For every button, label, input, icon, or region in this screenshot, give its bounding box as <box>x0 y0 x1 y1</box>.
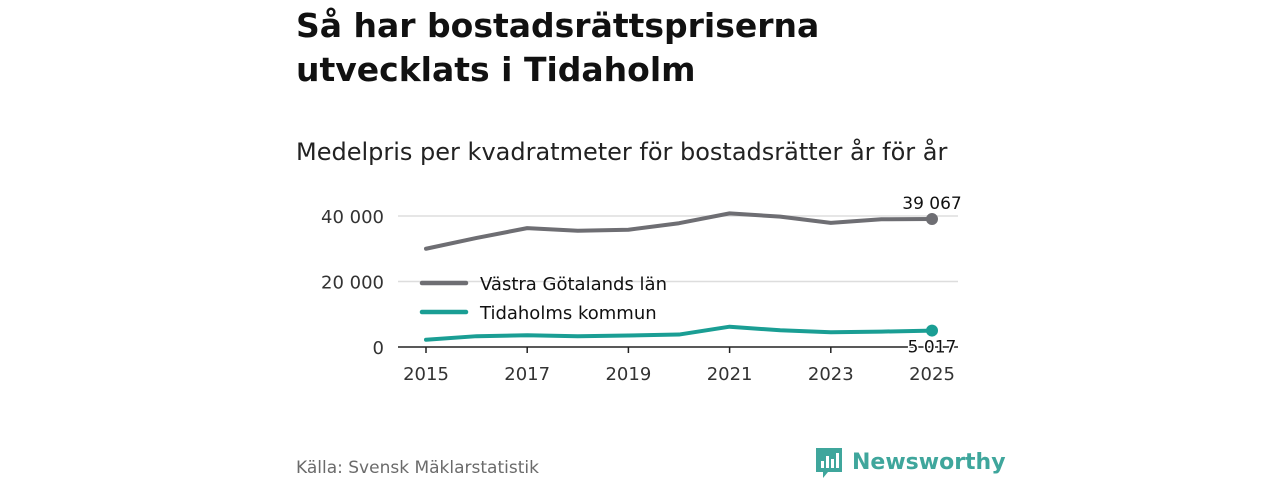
legend-label: Västra Götalands län <box>480 274 667 295</box>
series-line-2 <box>424 324 934 342</box>
source-note: Källa: Svensk Mäklarstatistik <box>296 458 539 478</box>
end-point-marker <box>926 324 938 337</box>
end-value-label: 39 067 <box>902 194 961 214</box>
series-line-1 <box>424 211 934 251</box>
brand-name: Newsworthy <box>852 450 1006 475</box>
brand-logo: Newsworthy <box>814 446 1006 480</box>
x-tick-label: 2017 <box>504 364 550 385</box>
legend-label: Tidaholms kommun <box>479 303 657 324</box>
y-tick-label: 20 000 <box>321 273 384 294</box>
x-tick-label: 2023 <box>808 364 854 385</box>
end-value-label: 5 017 <box>908 338 957 358</box>
end-point-marker <box>926 213 938 226</box>
y-tick-label: 40 000 <box>321 207 384 228</box>
chart-subtitle: Medelpris per kvadratmeter för bostadsrä… <box>296 138 948 166</box>
x-tick-label: 2021 <box>707 364 753 385</box>
chart-title: Så har bostadsrättspriserna utvecklats i… <box>296 6 820 89</box>
x-tick-label: 2025 <box>909 364 955 385</box>
x-tick-label: 2015 <box>403 364 449 385</box>
line-chart: 0 20 000 40 000 2015 2017 2019 2021 2023 2025 39 … <box>321 194 962 385</box>
x-tick-label: 2019 <box>605 364 651 385</box>
y-tick-label: 0 <box>373 338 384 359</box>
newsworthy-logo-icon <box>816 448 842 478</box>
